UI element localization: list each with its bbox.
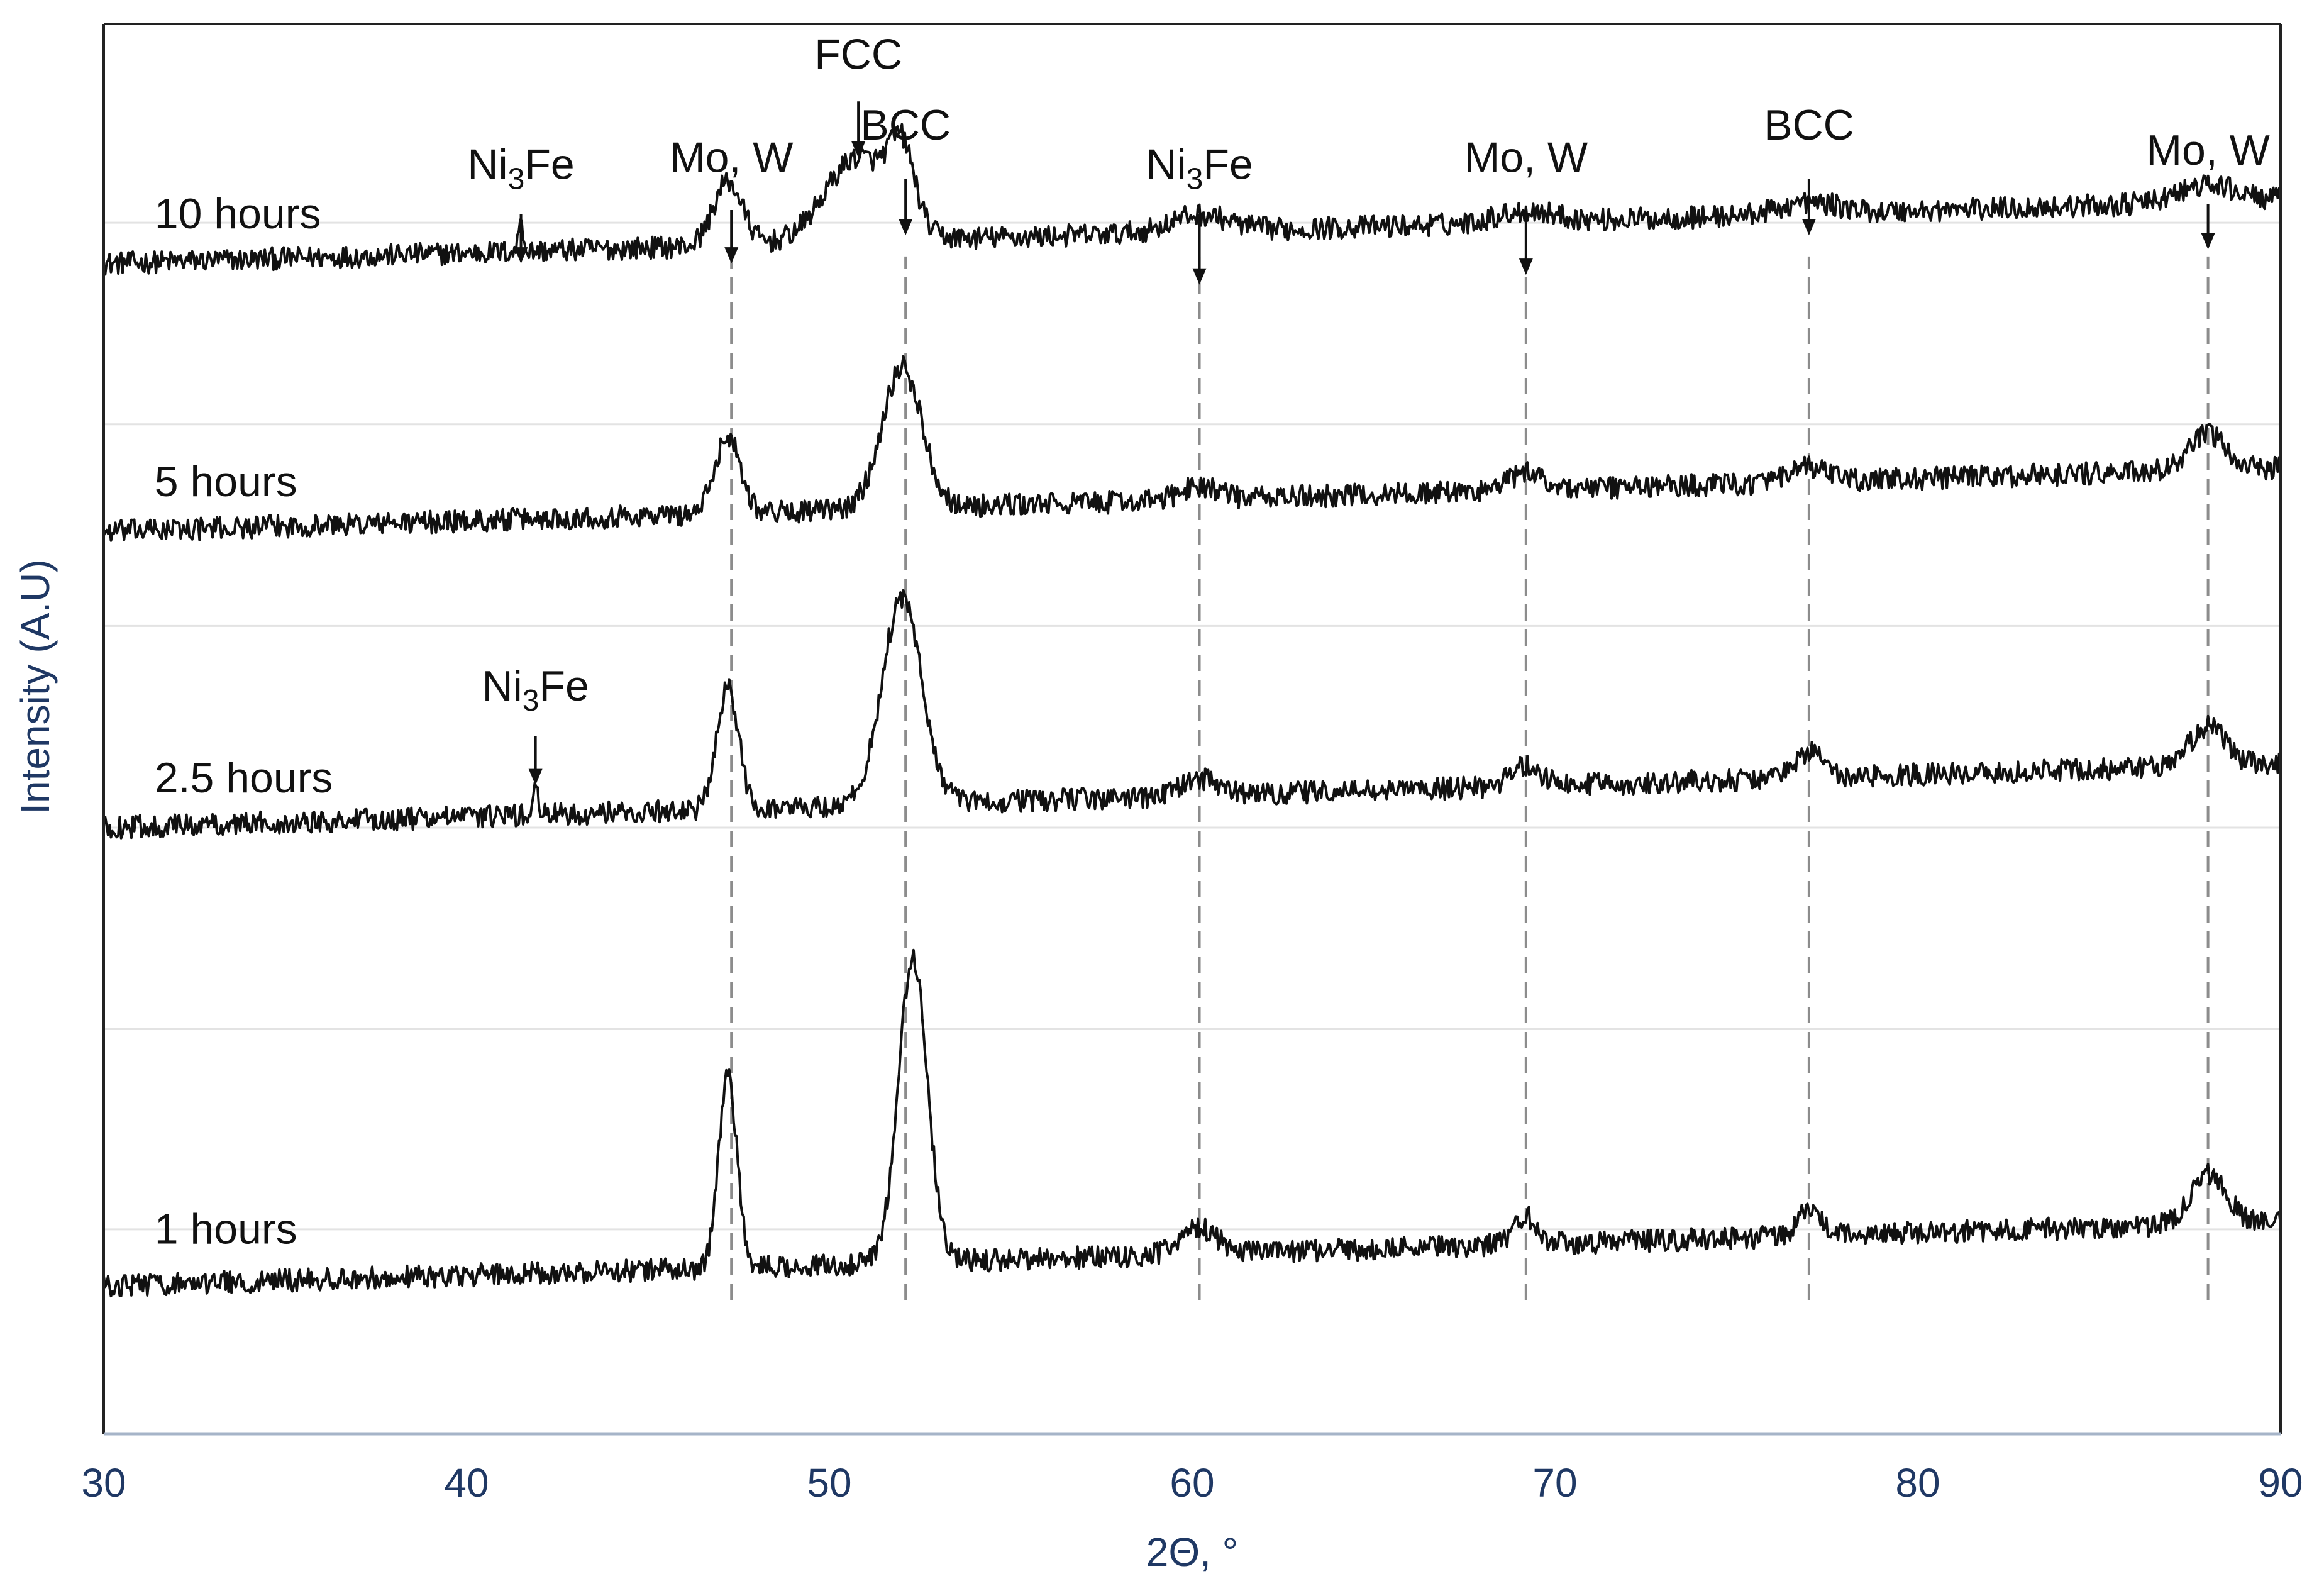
series-line: [102, 948, 2282, 1298]
arrow-down-icon: [1801, 219, 1816, 236]
arrow-down-icon: [724, 247, 739, 264]
arrow-down-icon: [1192, 268, 1207, 285]
arrow-down-icon: [2201, 233, 2215, 250]
grid-lines: [104, 221, 2281, 1231]
peak-annotation: Ni3Fe: [467, 141, 575, 264]
peak-annotation-label: Mo, W: [1464, 133, 1588, 181]
peak-annotation: Mo, W: [1464, 133, 1588, 275]
peak-annotation: Ni3Fe: [1146, 141, 1253, 285]
peak-annotations: Ni3Fe Mo, W FCC BCC Ni3Fe Mo, W BCC Mo, W Ni3Fe: [467, 31, 2270, 785]
series-line: [102, 355, 2282, 542]
series-labels: 10 hours 5 hours 2.5 hours 1 hours: [155, 190, 333, 1253]
peak-annotation: Ni3Fe: [482, 662, 589, 785]
arrow-down-icon: [528, 768, 543, 785]
x-tick-label: 70: [1532, 1460, 1577, 1506]
plot-frame: [102, 23, 2282, 1436]
series-label: 1 hours: [155, 1205, 297, 1253]
x-tick-label: 60: [1170, 1460, 1214, 1506]
peak-annotation-label: Mo, W: [670, 133, 793, 181]
series-label: 5 hours: [155, 458, 297, 506]
peak-annotation: BCC: [860, 101, 951, 236]
arrow-down-icon: [514, 247, 528, 264]
x-axis-label: 2Θ, °: [1146, 1529, 1239, 1575]
series-line: [103, 123, 2282, 276]
x-tick-label: 30: [81, 1460, 126, 1506]
peak-annotation-label: Mo, W: [2146, 126, 2269, 174]
peak-annotation: Mo, W: [2146, 126, 2270, 250]
peak-annotation: Mo, W: [670, 133, 793, 264]
peak-annotation-label: Ni3Fe: [1146, 141, 1253, 196]
peak-annotation-label: BCC: [1764, 101, 1854, 149]
series-label: 2.5 hours: [155, 754, 333, 802]
peak-annotation-label: BCC: [860, 101, 951, 149]
x-tick-label: 50: [807, 1460, 851, 1506]
x-tick-labels: 30 40 50 60 70 80 90: [81, 1460, 2303, 1506]
peak-annotation-label: Ni3Fe: [482, 662, 589, 718]
reference-lines: [730, 256, 2210, 1300]
peak-annotation: BCC: [1764, 101, 1854, 236]
x-tick-label: 80: [1895, 1460, 1940, 1506]
x-tick-label: 40: [444, 1460, 489, 1506]
arrow-down-icon: [1519, 258, 1533, 275]
peak-annotation-label: FCC: [814, 31, 902, 79]
series-label: 10 hours: [155, 190, 321, 238]
peak-annotation: FCC: [814, 31, 902, 158]
arrow-down-icon: [851, 141, 866, 158]
series-line: [102, 589, 2281, 840]
y-axis-label: Intensity (A.U): [13, 559, 58, 814]
series-group: [102, 123, 2282, 1298]
x-tick-label: 90: [2258, 1460, 2303, 1506]
arrow-down-icon: [899, 219, 913, 236]
peak-annotation-label: Ni3Fe: [467, 141, 574, 196]
